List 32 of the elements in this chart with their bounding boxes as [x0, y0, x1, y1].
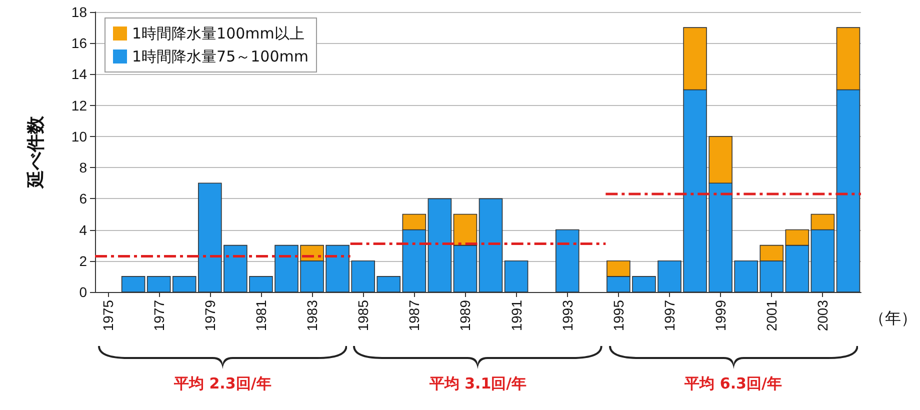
x-tick-label: 1999 [712, 300, 729, 332]
x-tick-label: 1977 [150, 300, 167, 332]
x-tick-label: 1985 [355, 300, 372, 332]
y-tick-label: 10 [71, 128, 88, 144]
y-tick-label: 6 [79, 190, 88, 207]
legend-label: 1時間降水量100mm以上 [132, 24, 304, 42]
y-tick-label: 2 [79, 252, 88, 269]
text: 平均 6.3回/年 [684, 374, 782, 392]
x-tick-label: 1975 [100, 300, 116, 332]
y-tick-label: 8 [79, 160, 88, 176]
x-axis-title: （年） [869, 308, 917, 328]
y-tick-label: 4 [79, 222, 88, 238]
x-tick-label: 2003 [814, 300, 831, 332]
x-tick-label: 1991 [508, 300, 524, 332]
x-tick-label: 1981 [252, 300, 269, 332]
x-tick-label: 1987 [406, 300, 422, 332]
legend-label: 1時間降水量75～100mm [132, 48, 308, 66]
y-axis-title: 延べ件数 [26, 115, 46, 190]
x-tick-label: 1989 [457, 300, 474, 332]
y-tick-label: 16 [71, 35, 88, 52]
x-tick-label: 2001 [764, 300, 780, 332]
text: 平均 2.3回/年 [173, 374, 272, 392]
x-tick-label: 1995 [610, 300, 626, 332]
y-tick-label: 18 [71, 4, 88, 20]
y-tick-label: 0 [79, 284, 88, 300]
y-tick-label: 14 [71, 66, 88, 82]
text: 平均 3.1回/年 [428, 374, 527, 392]
x-tick-label: 1983 [304, 300, 320, 332]
x-tick-label: 1997 [662, 300, 678, 332]
y-tick-label: 12 [71, 97, 88, 114]
x-tick-label: 1979 [202, 300, 218, 332]
x-tick-label: 1993 [559, 300, 576, 332]
